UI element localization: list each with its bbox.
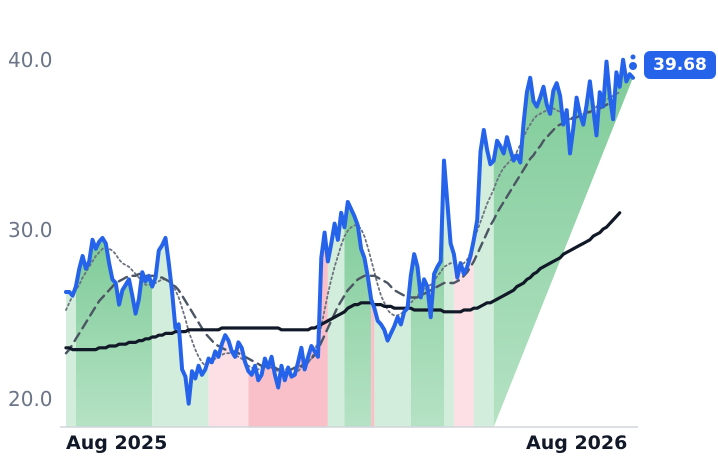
trend-band-up-weak <box>327 212 345 427</box>
y-tick-label: 40.0 <box>8 48 53 72</box>
x-tick-label: Aug 2025 <box>66 432 168 454</box>
sma-short-line <box>65 91 621 376</box>
trend-band-down-strong <box>248 232 328 427</box>
sma-long-line <box>64 211 622 352</box>
trend-band-down-strong <box>371 299 375 427</box>
sma-mid-line <box>64 100 615 371</box>
x-tick-label: Aug 2026 <box>526 432 628 454</box>
trend-band-down-weak <box>453 239 474 427</box>
trend-band-up-strong <box>493 59 633 428</box>
y-tick-label: 20.0 <box>8 387 53 411</box>
trend-band-up-weak <box>374 275 411 427</box>
last-value-dot-small <box>630 54 636 60</box>
price-line <box>64 57 635 406</box>
trend-band-up-weak <box>66 286 76 427</box>
trend-band-up-weak <box>473 130 494 427</box>
trend-band-up-weak <box>444 160 454 427</box>
y-tick-label: 30.0 <box>8 218 53 242</box>
last-value-badge: 39.68 <box>644 51 716 79</box>
trend-band-up-strong <box>75 238 153 427</box>
last-value-dot <box>629 62 637 70</box>
